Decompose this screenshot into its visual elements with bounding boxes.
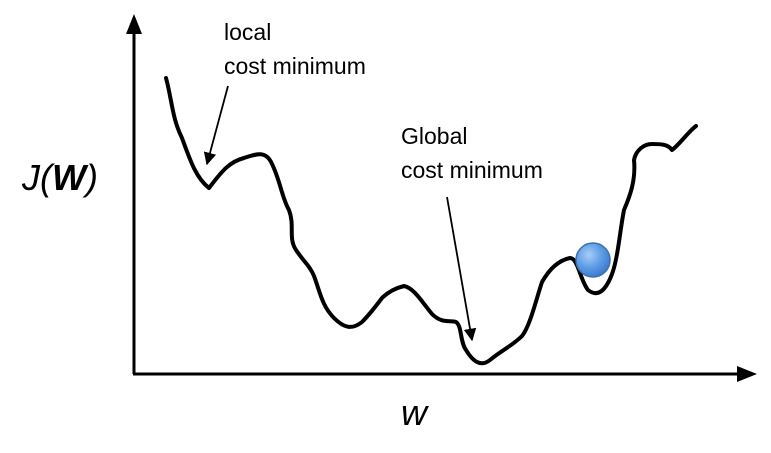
local-minimum-label-line2: cost minimum (224, 53, 366, 79)
y-axis-label-var: W (52, 157, 89, 198)
y-axis-label: J(W) (21, 157, 98, 198)
y-axis-label-suffix: ) (82, 157, 98, 198)
local-minimum-label-line1: local (224, 19, 271, 45)
y-axis-label-prefix: J( (21, 157, 56, 198)
x-axis-label: w (401, 392, 429, 433)
local-minimum-arrow (203, 85, 229, 166)
global-minimum-arrow (446, 196, 477, 342)
x-axis-arrow-icon (737, 366, 757, 382)
y-axis-arrow-icon (126, 14, 142, 34)
ball-icon (575, 242, 611, 278)
global-minimum-label-line2: cost minimum (401, 157, 543, 183)
global-minimum-label-line1: Global (401, 123, 467, 149)
cost-curve (164, 76, 698, 366)
